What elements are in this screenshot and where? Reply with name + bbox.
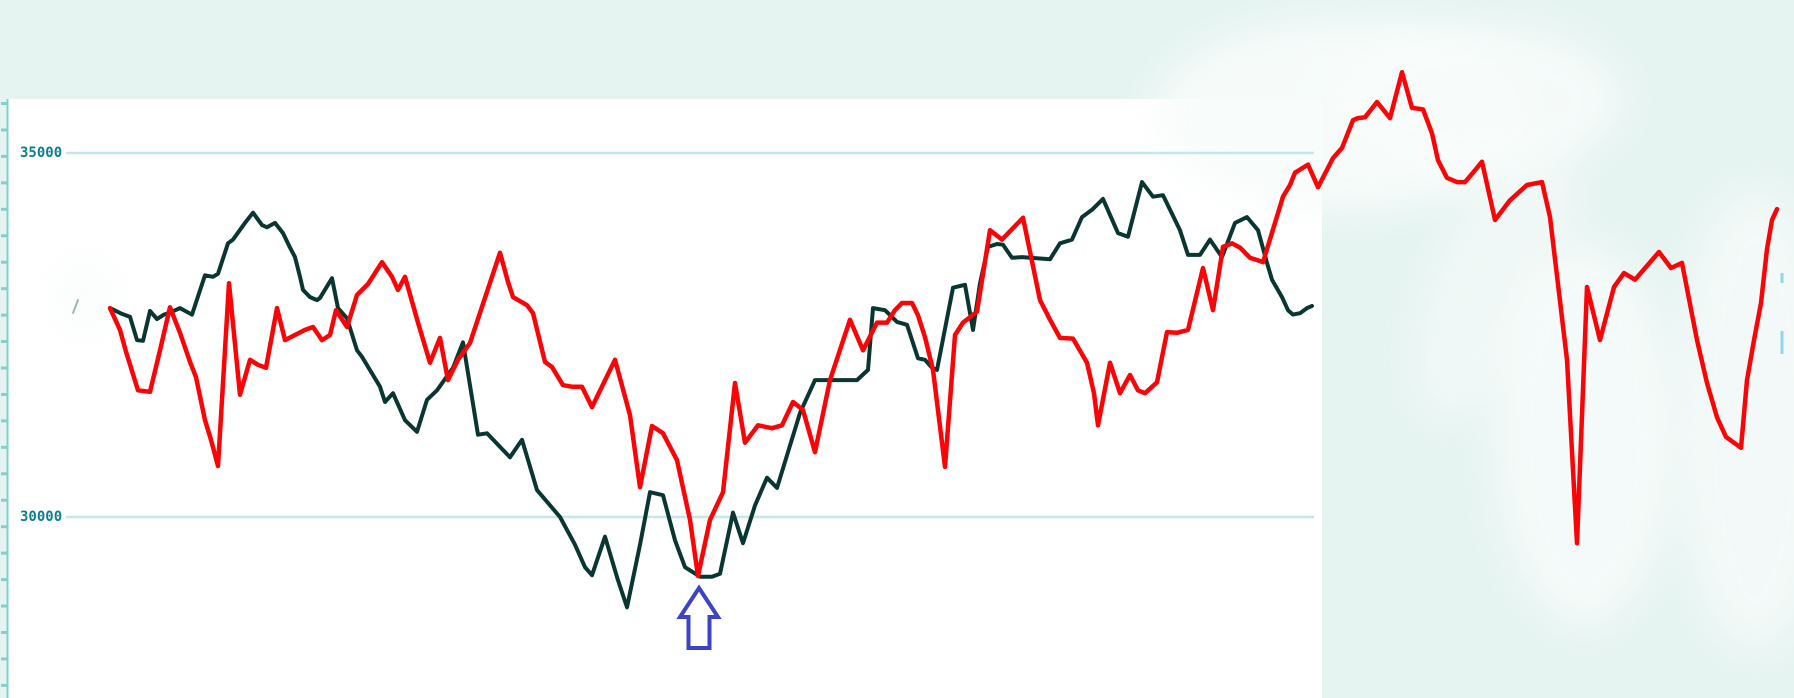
series-red-line [107, 69, 1780, 579]
y-axis-label-35000: 35000 [20, 145, 63, 161]
series-dark-line [108, 180, 1314, 610]
y-axis-ticks [1, 102, 8, 687]
y-axis-label-30000: 30000 [20, 509, 63, 525]
background-cloud [53, 250, 117, 340]
up-arrow-annotation [676, 584, 722, 650]
background-cloud [1330, 25, 1620, 175]
background-cloud [1675, 190, 1794, 650]
stray-mark [72, 299, 79, 314]
